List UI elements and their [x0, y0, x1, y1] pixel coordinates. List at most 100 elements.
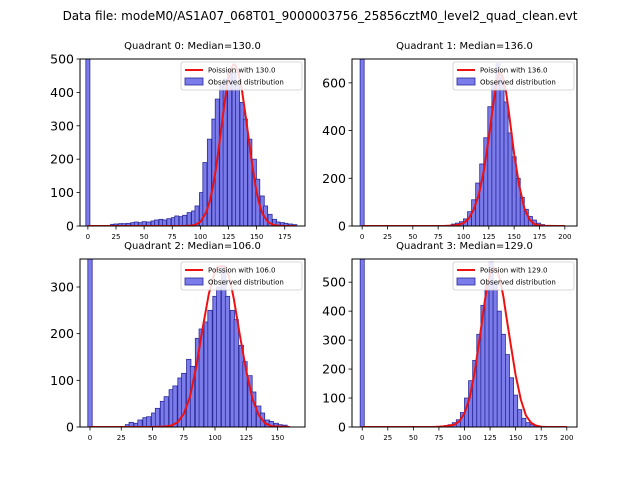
x-tick-label: 0 [360, 233, 364, 241]
axes-frame [79, 58, 306, 227]
legend: Poission with 136.0 Observed distribution [452, 61, 575, 91]
histogram-bar [182, 214, 188, 226]
x-tick-label: 25 [383, 233, 392, 241]
axes-frame [351, 58, 578, 227]
legend-poisson-label: Poission with 106.0 [208, 267, 276, 275]
x-tick-label: 150 [509, 434, 522, 442]
histogram-bar [206, 138, 212, 226]
plot-marks [87, 259, 291, 427]
histogram-bar [146, 221, 152, 226]
x-tick-label: 100 [194, 233, 207, 241]
histogram-bar [186, 212, 192, 226]
x-tick-label: 175 [533, 233, 546, 241]
x-tick-label: 125 [222, 233, 235, 241]
histogram-bar [507, 132, 513, 226]
histogram-bar [146, 416, 152, 427]
figure-title: Data file: modeM0/AS1A07_068T01_90000037… [62, 9, 578, 23]
x-tick-label: 100 [457, 233, 470, 241]
y-tick-label: 600 [322, 75, 346, 90]
poisson-curve [362, 69, 565, 226]
histogram-bar [207, 309, 213, 427]
histogram-bar [499, 77, 505, 226]
x-tick-label: 75 [168, 233, 177, 241]
histogram-bar [287, 223, 293, 226]
x-tick-label: 200 [560, 434, 573, 442]
y-tick-label: 200 [322, 362, 346, 377]
histogram-bar [216, 286, 222, 427]
subplot-quadrant-1: 0 25 50 75 100 125 150 175 200 0 200 400 600 Quadrant… [322, 41, 578, 241]
x-tick-label: 100 [458, 434, 471, 442]
y-tick-label: 100 [322, 391, 346, 406]
y-tick-label: 0 [338, 420, 346, 435]
poisson-curve [87, 63, 296, 226]
legend-observed-swatch [456, 277, 476, 286]
x-tick-label: 100 [208, 434, 221, 442]
subplot-title: Quadrant 2: Median=106.0 [124, 241, 261, 252]
histogram-bar [492, 281, 498, 427]
x-tick-label: 25 [383, 434, 392, 442]
histogram-bar [235, 85, 240, 226]
legend-observed-label: Observed distribution [208, 279, 284, 287]
subplot-title: Quadrant 0: Median=130.0 [124, 41, 261, 52]
x-tick-label: 0 [88, 434, 92, 442]
y-tick-label: 500 [322, 275, 346, 290]
x-tick-label: 50 [408, 233, 417, 241]
histogram-bar [496, 310, 502, 427]
legend-poisson-label: Poission with 129.0 [480, 267, 548, 275]
histogram-bar [509, 377, 514, 427]
histogram-bar [121, 223, 127, 226]
y-tick-label: 100 [50, 373, 74, 388]
x-tick-label: 50 [140, 233, 149, 241]
y-tick-label: 400 [322, 304, 346, 319]
histogram-bar [141, 221, 147, 226]
x-tick-label: 50 [409, 434, 418, 442]
legend-poisson-label: Poission with 136.0 [480, 67, 548, 75]
histogram-bar [154, 219, 159, 226]
legend-observed-swatch [184, 277, 204, 286]
legend-poisson-label: Poission with 130.0 [208, 67, 276, 75]
histogram-bar [154, 407, 161, 427]
histogram-bar [505, 354, 510, 427]
histogram-bar [181, 372, 187, 427]
histogram-bar-zero [359, 59, 365, 226]
histogram-bar [198, 328, 204, 427]
histogram-bar-zero [85, 59, 91, 226]
y-tick-label: 100 [50, 185, 74, 200]
x-tick-label: 75 [434, 434, 443, 442]
y-tick-label: 300 [50, 280, 74, 295]
legend: Poission with 130.0 Observed distribution [180, 61, 303, 91]
x-tick-label: 125 [482, 233, 495, 241]
x-tick-label: 25 [117, 434, 126, 442]
legend-observed-swatch [184, 77, 204, 86]
histogram-bar [521, 417, 527, 427]
x-tick-label: 175 [278, 233, 291, 241]
histogram-bar [500, 333, 506, 427]
subplot-quadrant-3: 0 25 50 75 100 125 150 175 200 0 100 200 300 400 500 Qu… [322, 241, 578, 442]
legend-observed-label: Observed distribution [480, 79, 556, 87]
y-tick-label: 500 [50, 52, 74, 67]
histogram-bar [137, 419, 143, 427]
y-tick-label: 400 [50, 85, 74, 100]
legend-box [452, 61, 575, 91]
histogram-bar [233, 319, 239, 427]
y-tick-label: 0 [66, 420, 74, 435]
y-tick-label: 200 [50, 326, 74, 341]
x-tick-label: 125 [240, 434, 253, 442]
histogram-bar [174, 215, 180, 226]
x-tick-label: 75 [179, 434, 188, 442]
x-tick-label: 25 [112, 233, 121, 241]
subplot-quadrant-0: 0 25 50 75 100 125 150 175 0 100 200 300 400 500 Quadr… [50, 41, 306, 241]
legend-observed-swatch [456, 77, 476, 86]
legend: Poission with 129.0 Observed distribution [452, 261, 575, 291]
histogram-bar [224, 295, 231, 427]
histogram-bar [283, 222, 289, 226]
histogram-bar [242, 118, 248, 226]
x-tick-label: 150 [250, 233, 263, 241]
histogram-bar [517, 409, 523, 427]
subplot-title: Quadrant 1: Median=136.0 [396, 41, 533, 52]
x-tick-label: 200 [558, 233, 571, 241]
histogram-bar [161, 219, 167, 226]
x-tick-label: 0 [86, 233, 90, 241]
axes-frame [79, 258, 306, 428]
